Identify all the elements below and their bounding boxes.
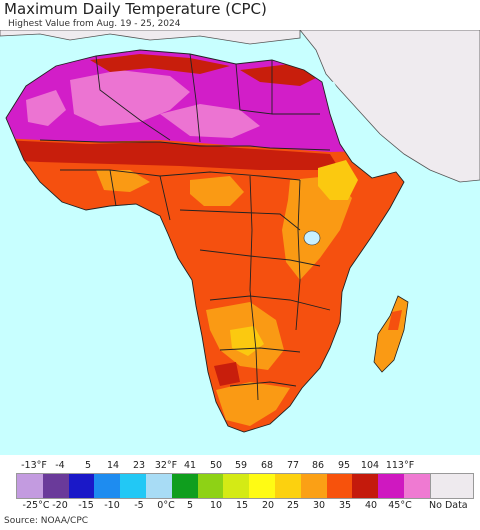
fahrenheit-tick: 95 [337,460,351,471]
fahrenheit-tick: 32°F [154,460,178,471]
legend-swatch [17,474,43,498]
middle-east-land [299,30,480,183]
red-sea [322,80,372,166]
celsius-tick: -25°C [22,500,50,511]
legend-swatch [120,474,146,498]
celsius-tick: 20 [261,500,275,511]
celsius-tick: 10 [209,500,223,511]
celsius-tick: 40 [364,500,378,511]
fahrenheit-tick: 5 [84,460,92,471]
celsius-tick: 35 [338,500,352,511]
celsius-tick: -5 [134,500,144,511]
no-data-label: No Data [429,500,468,511]
legend-swatch [352,474,379,498]
fahrenheit-tick: 50 [209,460,223,471]
fahrenheit-tick: 59 [234,460,248,471]
celsius-tick: 30 [312,500,326,511]
legend-swatch [171,474,198,498]
celsius-tick: 5 [186,500,194,511]
legend-swatch [145,474,172,498]
legend-swatch [403,474,430,498]
celsius-tick: 0°C [157,500,175,511]
legend-swatch [68,474,95,498]
legend-swatch [94,474,121,498]
fahrenheit-tick: -13°F [21,460,47,471]
africa-temperature-map [0,30,480,455]
fahrenheit-tick: 68 [260,460,274,471]
legend-swatch [378,474,404,498]
fahrenheit-tick: 86 [311,460,325,471]
celsius-tick: -10 [104,500,120,511]
source-credit: Source: NOAA/CPC [4,516,89,526]
legend-swatch [42,474,69,498]
celsius-tick: 25 [286,500,300,511]
legend-swatch [197,474,224,498]
legend-swatch [326,474,353,498]
fahrenheit-tick: 113°F [385,460,415,471]
legend-swatch [223,474,250,498]
fahrenheit-tick: 41 [183,460,197,471]
temperature-legend: -13°F -4 5 14 23 32°F 41 50 59 68 77 86 … [0,456,480,516]
legend-swatch [249,474,275,498]
legend-swatch [274,474,301,498]
fahrenheit-tick: 23 [132,460,146,471]
page-title: Maximum Daily Temperature (CPC) [4,0,267,18]
celsius-tick: 15 [235,500,249,511]
country-borders [5,49,405,433]
fahrenheit-tick: -4 [55,460,65,471]
lake-victoria [303,230,321,246]
europe-land [0,30,301,45]
celsius-tick: 45°C [388,500,412,511]
no-data-swatch [430,473,474,499]
page-subtitle: Highest Value from Aug. 19 - 25, 2024 [8,19,181,29]
fahrenheit-tick: 77 [286,460,300,471]
madagascar-hot-patch [388,310,402,330]
fahrenheit-tick: 104 [360,460,380,471]
fahrenheit-tick: 14 [106,460,120,471]
celsius-tick: -20 [52,500,68,511]
celsius-tick: -15 [78,500,94,511]
legend-swatch [300,474,327,498]
color-scale-bar [16,473,431,499]
